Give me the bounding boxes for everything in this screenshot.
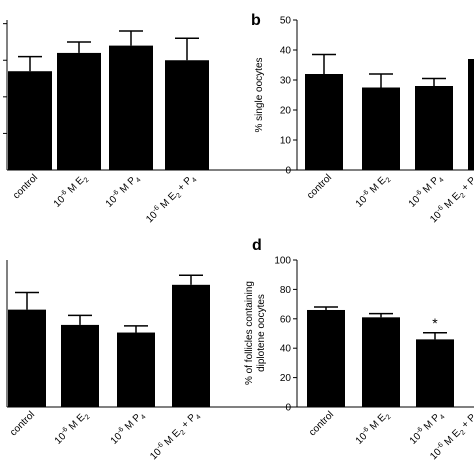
x-tick-label: 10-6 M E2 <box>353 409 393 449</box>
x-tick-label: control <box>307 409 336 438</box>
panel-label: d <box>252 237 262 254</box>
bar <box>57 52 101 170</box>
y-tick-label: 80 <box>280 285 292 296</box>
bar <box>117 332 155 407</box>
bar <box>61 324 99 407</box>
bar <box>415 86 453 170</box>
x-tick-label: 10-6 M P4 <box>108 409 148 449</box>
bar <box>416 339 454 407</box>
bar <box>468 59 474 170</box>
x-tick-label: control <box>8 409 37 438</box>
significance-star: * <box>432 315 438 331</box>
bar <box>362 87 400 170</box>
y-tick-label: 10 <box>280 136 292 147</box>
y-axis-title: % single oocytes <box>254 57 265 132</box>
bar <box>165 60 209 170</box>
x-tick-label: control <box>305 172 334 201</box>
y-tick-label: 50 <box>280 16 292 27</box>
y-tick-label: 40 <box>280 344 292 355</box>
y-tick-label: 30 <box>280 76 292 87</box>
y-tick-label: 20 <box>280 106 292 117</box>
y-tick-label: 100 <box>274 256 291 267</box>
bar <box>8 309 46 407</box>
y-axis-title-line: diplotene oocytes <box>256 294 267 372</box>
bar <box>8 71 52 170</box>
bar <box>109 45 153 170</box>
x-tick-label: 10-6 M E2 + P4 <box>144 172 199 227</box>
y-axis-title: % of follicles containingdiplotene oocyt… <box>244 281 267 385</box>
bar <box>362 317 400 407</box>
x-tick-label: 10-6 M P4 <box>103 172 143 212</box>
y-tick-label: 40 <box>280 46 292 57</box>
x-tick-label: control <box>11 172 40 201</box>
bar <box>307 309 345 407</box>
bar <box>305 74 343 170</box>
x-tick-label: 10-6 M E2 + P4 <box>148 409 203 464</box>
y-tick-label: 0 <box>285 166 291 177</box>
x-tick-label: 10-6 M E2 <box>51 172 91 212</box>
x-tick-label: 10-6 M E2 <box>52 409 92 449</box>
y-tick-label: 0 <box>285 403 291 414</box>
y-tick-label: 60 <box>280 314 292 325</box>
bar <box>172 284 210 407</box>
x-tick-label: 10-6 M E2 <box>353 172 393 212</box>
y-tick-label: 20 <box>280 373 292 384</box>
panel-label: b <box>251 12 261 29</box>
y-axis-title-line: % of follicles containing <box>244 281 255 385</box>
